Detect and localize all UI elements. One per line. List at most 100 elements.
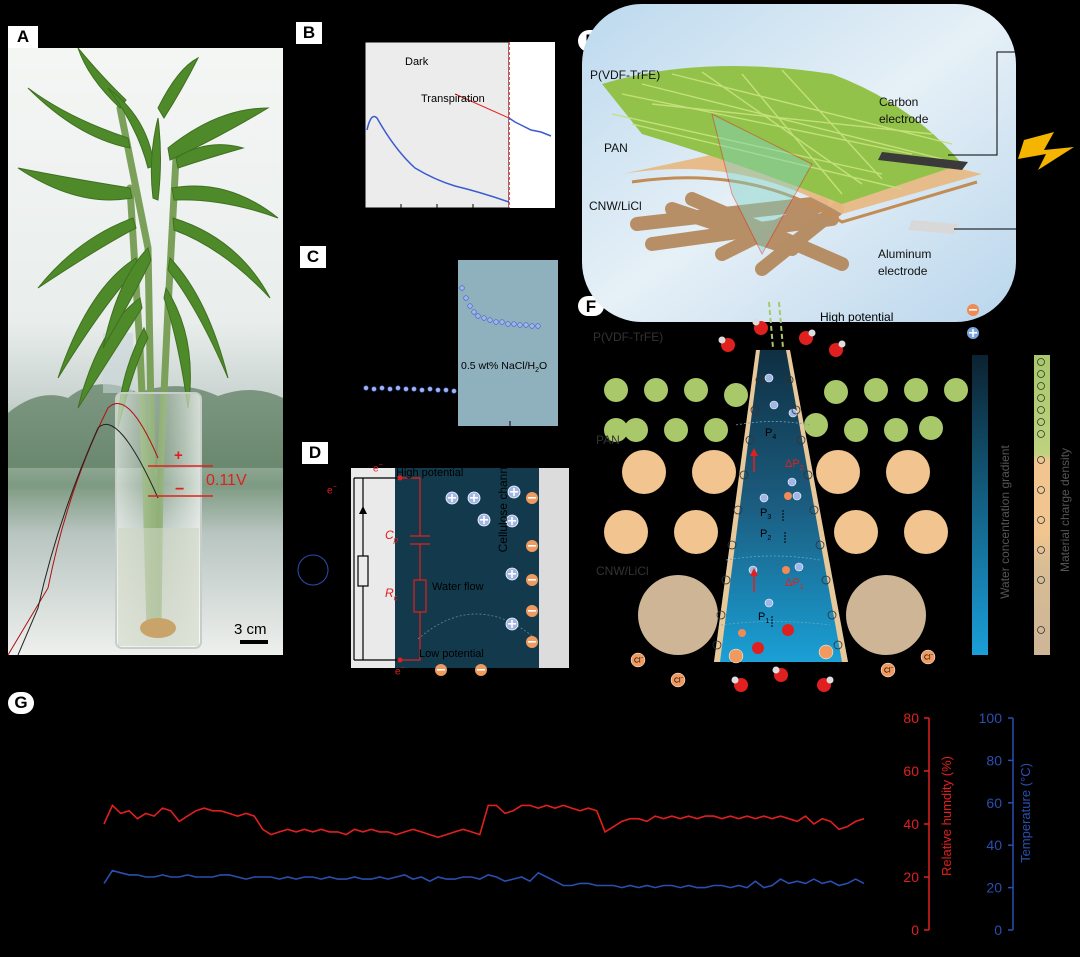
- f-cl-ion-4: Cl−: [924, 652, 934, 661]
- f-layer-pan: PAN: [596, 433, 620, 447]
- panel-label-a: A: [8, 26, 38, 48]
- f-p2: P2: [760, 528, 771, 542]
- electron-left-label: e−: [327, 484, 337, 496]
- minus-marker: −: [175, 481, 185, 498]
- d-high-potential: High potential: [396, 467, 464, 479]
- f-p3: P3: [760, 507, 771, 521]
- f-dp2: ΔP2: [785, 458, 804, 472]
- e-aluminum-electrode: Aluminum electrode: [878, 246, 931, 280]
- f-p4: P4: [765, 427, 776, 441]
- rc-sub: c: [393, 593, 398, 603]
- y-right-tick-label: 80: [986, 752, 1002, 768]
- p2-text: P: [760, 528, 768, 540]
- electron-left-sup: −: [332, 484, 337, 491]
- transpiration-label: Transpiration: [421, 93, 485, 105]
- cellulose-channel-label: Cellulose channel: [496, 457, 510, 553]
- panel-b-plot: [364, 41, 555, 209]
- f-dp1: ΔP1: [785, 577, 804, 591]
- y-left-tick-label: 20: [903, 869, 919, 885]
- f-high-potential: High potential: [820, 310, 894, 324]
- aluminum-line2: electrode: [878, 264, 928, 278]
- y-right-tick-label: 20: [986, 880, 1002, 896]
- electron-left-text: e: [327, 485, 333, 497]
- cl2-sup: −: [680, 675, 684, 681]
- e-layer-pan: PAN: [604, 141, 628, 155]
- cl3-sup: −: [890, 665, 894, 671]
- electron-bottom-text: e: [395, 666, 401, 678]
- y-right-tick-label: 40: [986, 837, 1002, 853]
- y-right-tick-label: 100: [979, 710, 1003, 726]
- aluminum-line1: Aluminum: [878, 247, 932, 261]
- f-charge-density-label: Material charge density: [1058, 447, 1072, 573]
- y-axis-right: 0 20 40 60 80 100: [979, 710, 1014, 938]
- d-low-potential: Low potential: [419, 648, 484, 660]
- y-right-tick-label: 60: [986, 795, 1002, 811]
- cl4-sup: −: [930, 652, 934, 658]
- scale-bar-label: 3 cm: [234, 621, 267, 638]
- carbon-line1: Carbon: [879, 95, 919, 109]
- voltage-label: 0.11V: [206, 472, 247, 489]
- dp2-text: ΔP: [785, 458, 800, 470]
- cl4-text: Cl: [924, 654, 931, 662]
- cp-label: Cp: [385, 528, 398, 544]
- panel-label-c: C: [300, 246, 326, 268]
- rc-label: Rc: [385, 586, 398, 602]
- f-cl-ion-1: Cl−: [634, 655, 644, 664]
- panel-label-b: B: [296, 22, 322, 44]
- cl3-text: Cl: [884, 667, 891, 675]
- panel-d-diagram: [297, 468, 569, 676]
- panel-f-diagram: [604, 301, 1050, 692]
- cp-text: C: [385, 528, 394, 542]
- y-left-tick-label: 60: [903, 763, 919, 779]
- cl2-text: Cl: [674, 677, 681, 685]
- panel-e-illustration: [582, 4, 1080, 322]
- panel-label-g: G: [8, 692, 34, 714]
- y-left-tick-label: 80: [903, 710, 919, 726]
- p1-text: P: [758, 611, 766, 623]
- f-layer-cnw: CNW/LiCl: [596, 564, 649, 578]
- p4-text: P: [765, 427, 773, 439]
- electron-bottom-sup: −: [400, 665, 405, 672]
- p2-sub: 2: [767, 535, 772, 543]
- e-carbon-electrode: Carbon electrode: [879, 94, 928, 128]
- f-p1: P1: [758, 611, 769, 625]
- solution-sub: 2: [535, 367, 540, 375]
- f-water-gradient-label: Water concentration gradient: [998, 445, 1012, 599]
- dp1-text: ΔP: [785, 577, 800, 589]
- electron-top-label: e−: [373, 462, 383, 474]
- plant-photo: [8, 48, 283, 655]
- p3-sub: 3: [767, 514, 772, 522]
- humidity-series-line: [103, 804, 865, 839]
- y-left-axis-label: Relative humdity (%): [939, 756, 954, 876]
- y-right-tick-label: 0: [994, 922, 1002, 938]
- plus-marker: +: [174, 447, 183, 464]
- y-right-axis-label: Temperature (°C): [1018, 763, 1033, 863]
- e-layer-cnw: CNW/LiCl: [589, 199, 642, 213]
- electron-top-text: e: [373, 463, 379, 475]
- rc-text: R: [385, 586, 394, 600]
- dp2-sub: 2: [799, 465, 804, 473]
- temperature-series-line: [103, 869, 865, 889]
- electron-top-sup: −: [378, 462, 383, 469]
- carbon-line2: electrode: [879, 112, 929, 126]
- p4-sub: 4: [772, 434, 777, 442]
- p1-sub: 1: [765, 618, 770, 626]
- cp-sub: p: [393, 535, 399, 545]
- dark-label: Dark: [405, 56, 429, 68]
- y-axis-left: 0 20 40 60 80: [903, 710, 930, 938]
- solution-prefix: 0.5 wt% NaCl/H: [461, 360, 536, 372]
- cl1-sup: −: [640, 655, 644, 661]
- f-layer-pvdf: P(VDF-TrFE): [593, 330, 664, 344]
- solution-suffix: O: [539, 360, 548, 372]
- solution-label: 0.5 wt% NaCl/H2O: [461, 360, 547, 374]
- cl1-text: Cl: [634, 657, 641, 665]
- panel-g-chart: 0 20 40 60 80 0 20 40 60 80 100: [103, 710, 1014, 938]
- e-layer-pvdf: P(VDF-TrFE): [590, 68, 661, 82]
- y-left-tick-label: 0: [911, 922, 919, 938]
- f-cl-ion-3: Cl−: [884, 665, 894, 674]
- dp1-sub: 1: [799, 584, 804, 592]
- panel-c-plot: [363, 260, 558, 426]
- f-cl-ion-2: Cl−: [674, 675, 684, 684]
- panel-label-d: D: [302, 442, 328, 464]
- electron-bottom-label: e−: [395, 665, 405, 677]
